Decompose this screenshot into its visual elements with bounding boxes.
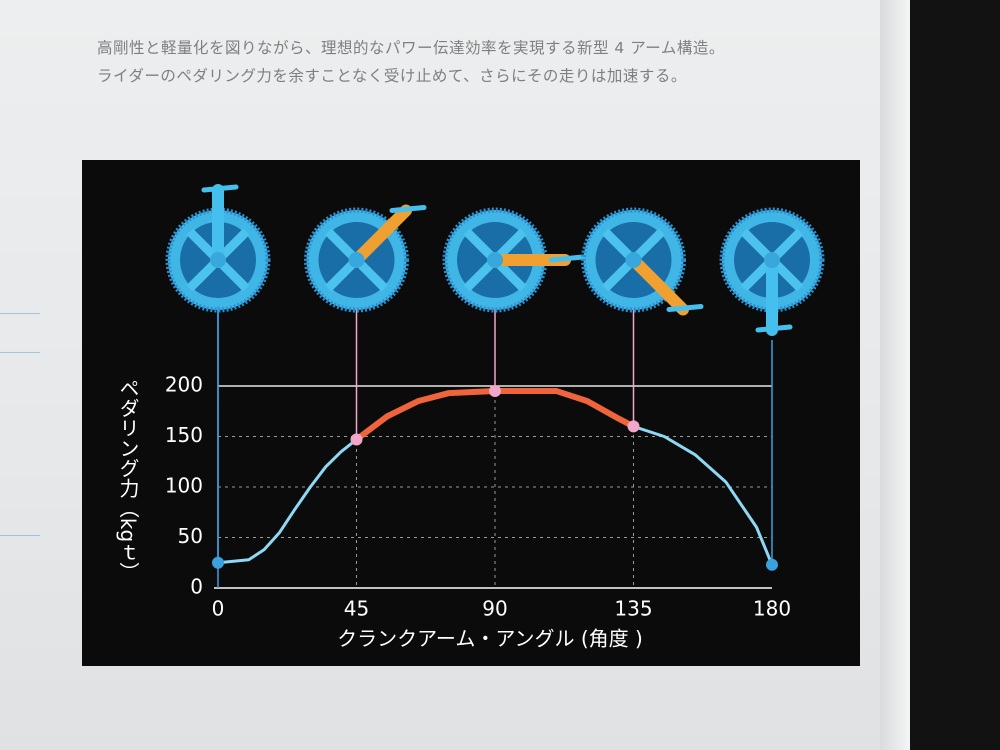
line <box>216 438 358 565</box>
crank-arm <box>350 204 412 266</box>
pedal <box>201 184 239 193</box>
header-line: ライダーのペダリング力を余すことなく受け止めて、さらにその走りは加速する。 <box>97 67 687 85</box>
decor-line <box>0 535 40 536</box>
panel-edge <box>880 0 910 750</box>
x-tick-label: 0 <box>212 597 225 621</box>
y-tick-label: 0 <box>190 575 203 599</box>
crank-illustration <box>165 184 271 313</box>
x-tick-label: 180 <box>753 597 791 621</box>
crank-illustration <box>304 204 427 313</box>
line <box>632 424 774 567</box>
pedal <box>666 303 704 312</box>
y-tick-label: 50 <box>178 524 203 548</box>
header-line: 高剛性と軽量化を図りながら、理想的なパワー伝達効率を実現する新型 4 アーム構造… <box>97 39 725 57</box>
marker <box>350 433 363 446</box>
marker <box>627 420 640 433</box>
decor-line <box>0 313 40 314</box>
x-tick-label: 135 <box>614 597 652 621</box>
hub <box>348 252 365 268</box>
marker <box>489 385 501 398</box>
y-tick-label: 100 <box>165 474 203 498</box>
hub <box>625 252 642 268</box>
y-tick-label: 150 <box>165 423 203 447</box>
crank-illustration <box>719 207 825 336</box>
hub <box>764 252 780 268</box>
marker <box>766 558 778 571</box>
crank-illustration <box>442 207 586 313</box>
crank-arm <box>627 254 689 316</box>
y-tick-label: 200 <box>165 373 203 397</box>
pedal <box>389 205 427 214</box>
x-tick-label: 45 <box>344 597 369 621</box>
crank-illustration <box>581 207 704 316</box>
x-axis-label: クランクアーム・アングル (角度 ) <box>337 627 643 651</box>
pedal <box>755 324 793 333</box>
hub <box>210 252 226 268</box>
pedal <box>548 254 586 263</box>
hub <box>487 252 503 268</box>
decor-line <box>0 352 40 353</box>
x-tick-label: 90 <box>482 597 507 621</box>
y-axis-label: ペダリング力（kgｔ） <box>116 378 140 582</box>
